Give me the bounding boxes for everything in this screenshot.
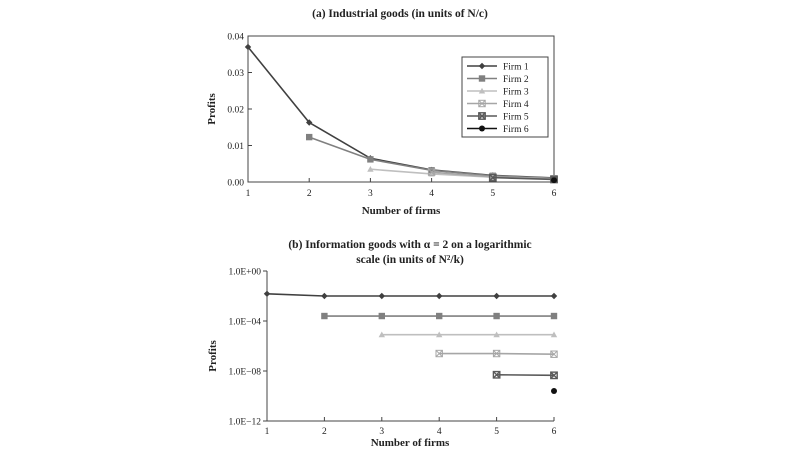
panel-b-data-point xyxy=(492,370,501,379)
panel-b-series-line xyxy=(496,373,555,377)
panel-b-x-tick-label: 5 xyxy=(494,427,499,437)
panel-b-data-point xyxy=(436,292,443,300)
panel-a-y-tick-label: 0.01 xyxy=(227,142,244,152)
panel-a-ticks: 1 2 3 4 5 6 0.00 0.01 0.02 0.03 0.04 xyxy=(227,33,556,200)
panel-b-data-point xyxy=(550,371,558,380)
panel-b-x-tick-label: 6 xyxy=(552,427,557,437)
panel-a-y-tick-label: 0.00 xyxy=(227,179,244,189)
panel-a-data-point xyxy=(306,133,313,141)
panel-a-title: (a) Industrial goods (in units of N/c) xyxy=(312,8,488,20)
panel-a-series-line xyxy=(492,176,555,181)
panel-a-x-tick-label: 6 xyxy=(552,189,557,199)
panel-b-x-tick-label: 2 xyxy=(322,427,327,437)
panel-b-data-point xyxy=(493,312,500,320)
panel-b-series-6 xyxy=(551,388,557,395)
panel-b-data-point xyxy=(321,312,328,320)
legend-items: Firm 1 Firm 2 Firm 3 Firm 4 Firm 5 Firm 6 xyxy=(467,63,529,135)
panel-a-y-axis-label: Profits xyxy=(206,93,218,125)
panel-a-y-tick-label: 0.02 xyxy=(227,106,244,116)
legend-label: Firm 5 xyxy=(503,113,529,123)
legend-label: Firm 2 xyxy=(503,75,529,85)
legend-item: Firm 1 xyxy=(467,63,529,73)
panel-a-data-point xyxy=(488,173,497,182)
panel-b-data-point xyxy=(263,290,271,297)
legend-item: Firm 4 xyxy=(467,99,529,110)
panel-b-data-point xyxy=(493,292,500,300)
panel-b-series xyxy=(263,290,558,395)
legend-label: Firm 4 xyxy=(503,100,529,110)
panel-a-x-tick-label: 3 xyxy=(368,189,373,199)
panel-b-x-tick-label: 3 xyxy=(379,427,384,437)
panel-b-data-point xyxy=(550,312,558,320)
legend-marker xyxy=(478,112,486,120)
legend: Firm 1 Firm 2 Firm 3 Firm 4 Firm 5 Firm 6 xyxy=(461,56,549,138)
legend-marker xyxy=(478,62,486,70)
panel-a: (a) Industrial goods (in units of N/c) 1… xyxy=(206,8,558,217)
panel-a-x-axis-label: Number of firms xyxy=(362,205,441,217)
legend-box xyxy=(461,56,549,138)
panel-a-data-point xyxy=(306,119,313,126)
panel-a-x-tick-label: 5 xyxy=(490,189,495,199)
legend-item: Firm 5 xyxy=(467,112,529,123)
panel-b-series-5 xyxy=(492,370,558,380)
legend-item: Firm 6 xyxy=(467,125,529,135)
panel-b-ticks: 1 2 3 4 5 6 1.0E+00 1.0E−04 1.0E−08 1.0E−12 xyxy=(228,268,556,438)
panel-b-data-point xyxy=(436,331,443,338)
panel-b-series-2 xyxy=(321,312,558,320)
panel-a-data-point xyxy=(428,167,435,174)
panel-a-data-point xyxy=(367,156,374,163)
panel-b: (b) Information goods with α = 2 on a lo… xyxy=(207,239,558,449)
panel-a-data-point xyxy=(551,177,557,184)
legend-marker xyxy=(478,75,486,82)
panel-a-x-tick-label: 2 xyxy=(307,189,312,199)
legend-marker xyxy=(478,99,486,108)
panel-b-series-4 xyxy=(435,349,558,358)
legend-marker xyxy=(479,125,485,132)
panel-a-x-tick-label: 1 xyxy=(246,189,251,199)
legend-item: Firm 3 xyxy=(467,88,529,98)
panel-b-series-line xyxy=(266,292,554,297)
legend-label: Firm 6 xyxy=(503,125,529,135)
legend-label: Firm 1 xyxy=(503,63,529,73)
panel-a-series-6 xyxy=(551,177,557,184)
panel-b-data-point xyxy=(493,331,500,338)
panel-b-series-1 xyxy=(263,290,558,300)
panel-b-title-line-1: (b) Information goods with α = 2 on a lo… xyxy=(288,239,531,251)
legend-label: Firm 3 xyxy=(503,88,529,98)
panel-b-data-point xyxy=(550,331,558,338)
panel-a-y-tick-label: 0.03 xyxy=(227,69,244,79)
legend-item: Firm 2 xyxy=(467,75,529,85)
panel-a-data-point xyxy=(367,166,374,172)
panel-b-data-point xyxy=(550,350,558,358)
panel-b-y-tick-label: 1.0E−08 xyxy=(228,368,261,378)
panel-b-data-point xyxy=(378,312,385,320)
panel-a-series xyxy=(244,43,558,184)
panel-a-y-tick-label: 0.04 xyxy=(227,33,244,43)
panel-b-y-tick-label: 1.0E−12 xyxy=(228,418,261,428)
panel-b-data-point xyxy=(436,312,443,320)
panel-b-x-axis-label: Number of firms xyxy=(371,437,450,449)
panel-a-data-point xyxy=(427,168,436,176)
panel-b-x-tick-label: 4 xyxy=(437,427,442,437)
panel-b-data-point xyxy=(550,292,558,300)
panel-b-y-tick-label: 1.0E−04 xyxy=(228,318,261,328)
panel-b-title-line-2: scale (in units of N²/k) xyxy=(356,254,464,266)
panel-b-data-point xyxy=(378,292,385,300)
panel-b-x-tick-label: 1 xyxy=(265,427,270,437)
panel-a-data-point xyxy=(244,43,252,51)
panel-b-y-tick-label: 1.0E+00 xyxy=(228,268,261,278)
panel-b-data-point xyxy=(492,349,501,358)
panel-b-data-point xyxy=(321,292,328,300)
panel-b-data-point xyxy=(551,388,557,395)
panel-a-x-tick-label: 4 xyxy=(429,189,434,199)
panel-b-data-point xyxy=(435,349,443,358)
panel-b-data-point xyxy=(378,331,385,338)
panel-b-y-axis-label: Profits xyxy=(207,340,219,372)
panel-b-series-3 xyxy=(378,331,558,338)
legend-marker xyxy=(478,87,486,94)
